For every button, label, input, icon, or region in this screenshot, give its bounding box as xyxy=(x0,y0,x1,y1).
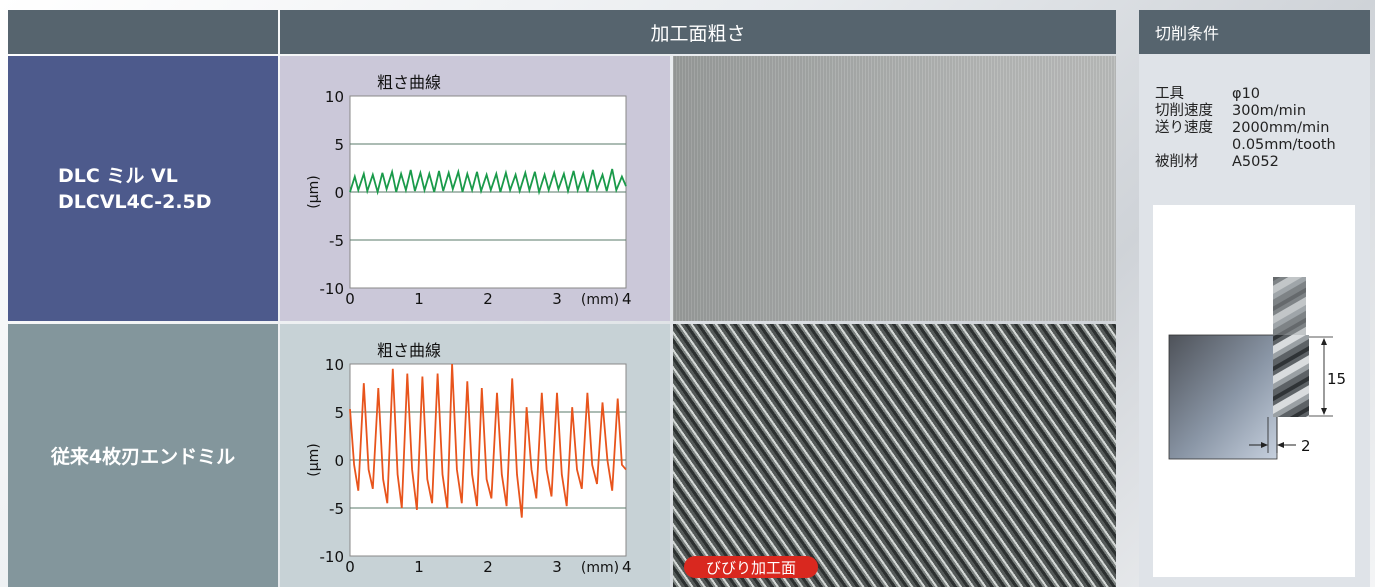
y-tick-label: 0 xyxy=(334,452,344,470)
x-tick-label: 1 xyxy=(414,558,424,576)
y-tick-label: 5 xyxy=(334,404,344,422)
condition-key: 工具 xyxy=(1155,86,1184,102)
depth-label: 15 xyxy=(1327,370,1346,388)
header-title: 加工面粗さ xyxy=(650,22,746,45)
row-label-line: DLC ミル VL xyxy=(58,164,178,187)
surface-roughness-header: 加工面粗さ xyxy=(280,10,1116,54)
workpiece-block xyxy=(1168,334,1278,460)
roughness-chart-dlc: 粗さ曲線 10 5 0 -5 -10 0 1 2 3 4 (μm) (mm) xyxy=(306,73,632,308)
condition-key xyxy=(1155,137,1232,154)
condition-value: 300m/min xyxy=(1232,103,1307,119)
condition-row: 被削材 A5052 xyxy=(1155,154,1365,171)
cutting-diagram-svg: 15 2 xyxy=(1168,277,1346,460)
roughness-curve-dlc xyxy=(349,168,627,196)
sidebar-title: 切削条件 xyxy=(1155,24,1220,43)
x-tick-label: 4 xyxy=(622,558,632,576)
chart-title: 粗さ曲線 xyxy=(377,341,441,360)
x-axis-unit: (mm) xyxy=(581,560,619,576)
y-tick-label: -5 xyxy=(329,500,344,518)
arrow-right-icon xyxy=(1261,442,1268,448)
row-label-dlc: DLC ミル VL DLCVL4C-2.5D xyxy=(8,56,278,321)
arrow-up-icon xyxy=(1321,338,1327,345)
roughness-curve-conventional xyxy=(349,363,627,518)
condition-row: 切削速度 300m/min xyxy=(1155,103,1365,120)
cutting-diagram: 15 2 xyxy=(1153,205,1355,577)
x-tick-label: 1 xyxy=(414,290,424,308)
end-mill-flutes xyxy=(1273,335,1309,417)
y-tick-label: -5 xyxy=(329,232,344,250)
header-corner xyxy=(8,10,278,54)
end-mill-shank-shade xyxy=(1273,277,1306,337)
arrow-down-icon xyxy=(1321,408,1327,415)
conditions-list: 工具 φ10 切削速度 300m/min 送り速度 2000mm/min 0.0… xyxy=(1155,86,1365,171)
y-axis-label: (μm) xyxy=(306,443,322,476)
condition-value: 2000mm/min xyxy=(1232,120,1330,136)
y-tick-label: -10 xyxy=(320,280,345,298)
x-tick-label: 3 xyxy=(552,290,562,308)
x-tick-label: 2 xyxy=(483,558,493,576)
y-tick-label: 10 xyxy=(325,88,344,106)
x-tick-label: 2 xyxy=(483,290,493,308)
condition-value: 0.05mm/tooth xyxy=(1232,137,1336,153)
width-label: 2 xyxy=(1301,437,1311,455)
chart-title: 粗さ曲線 xyxy=(377,73,441,92)
roughness-chart-conventional: 粗さ曲線 10 5 0 -5 -10 0 1 2 3 4 (μm) (mm) xyxy=(306,341,632,576)
cutting-conditions-header: 切削条件 xyxy=(1139,10,1370,54)
surface-photo-dlc xyxy=(673,56,1116,321)
chatter-surface-badge: びびり加工面 xyxy=(684,556,818,578)
y-tick-label: 0 xyxy=(334,184,344,202)
x-tick-label: 3 xyxy=(552,558,562,576)
condition-row: 送り速度 2000mm/min xyxy=(1155,120,1365,137)
surface-photo-conventional xyxy=(673,324,1116,587)
x-axis-unit: (mm) xyxy=(581,292,619,308)
arrow-left-icon xyxy=(1277,442,1284,448)
row-label-conventional: 従来4枚刃エンドミル xyxy=(8,324,278,587)
condition-key: 切削速度 xyxy=(1155,103,1213,119)
condition-value: φ10 xyxy=(1232,86,1261,102)
y-axis-label: (μm) xyxy=(306,175,322,208)
row-label-line: DLCVL4C-2.5D xyxy=(58,190,212,213)
row-label-line: 従来4枚刃エンドミル xyxy=(50,446,236,468)
y-tick-label: -10 xyxy=(320,548,345,566)
x-tick-label: 0 xyxy=(345,290,355,308)
y-tick-label: 10 xyxy=(325,356,344,374)
chatter-badge-label: びびり加工面 xyxy=(705,558,796,577)
condition-key: 被削材 xyxy=(1155,154,1199,170)
condition-key: 送り速度 xyxy=(1155,120,1213,136)
y-tick-label: 5 xyxy=(334,136,344,154)
condition-row: 0.05mm/tooth xyxy=(1155,137,1365,154)
condition-row: 工具 φ10 xyxy=(1155,86,1365,103)
x-tick-label: 4 xyxy=(622,290,632,308)
x-tick-label: 0 xyxy=(345,558,355,576)
condition-value: A5052 xyxy=(1232,154,1279,170)
